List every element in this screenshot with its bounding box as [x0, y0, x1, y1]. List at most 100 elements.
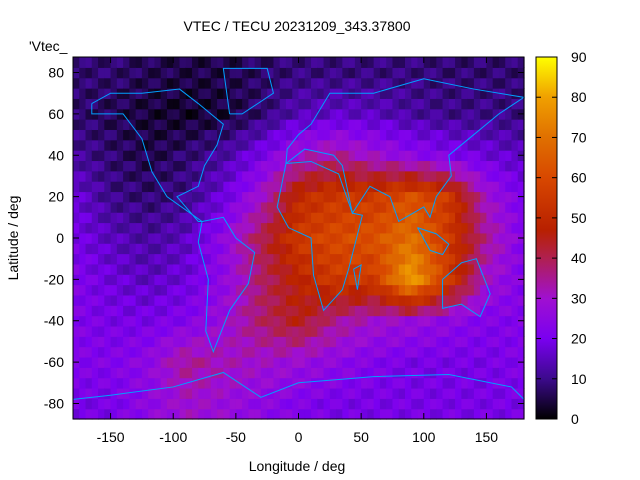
heatmap-cell	[198, 294, 206, 306]
heatmap-cell	[210, 325, 218, 337]
heatmap-cell	[91, 387, 99, 399]
heatmap-cell	[129, 284, 137, 296]
heatmap-cell	[129, 181, 137, 193]
heatmap-cell	[486, 181, 494, 193]
heatmap-cell	[336, 201, 343, 213]
heatmap-cell	[361, 57, 369, 68]
heatmap-cell	[348, 160, 356, 172]
heatmap-cell	[342, 212, 350, 224]
heatmap-cell	[260, 57, 268, 68]
heatmap-cell	[91, 253, 99, 265]
heatmap-cell	[279, 367, 287, 379]
heatmap-cell	[179, 150, 187, 162]
heatmap-cell	[235, 160, 243, 172]
heatmap-cell	[135, 57, 143, 68]
heatmap-cell	[248, 336, 256, 348]
heatmap-cell	[373, 367, 381, 379]
heatmap-cell	[423, 294, 431, 306]
heatmap-cell	[398, 119, 406, 130]
heatmap-cell	[210, 367, 218, 379]
heatmap-cell	[455, 243, 462, 255]
heatmap-cell	[386, 222, 394, 234]
heatmap-cell	[486, 57, 494, 68]
heatmap-cell	[198, 67, 206, 79]
heatmap-cell	[192, 387, 199, 399]
heatmap-cell	[98, 377, 105, 389]
heatmap-cell	[141, 294, 149, 306]
heatmap-cell	[267, 315, 275, 327]
heatmap-cell	[229, 191, 237, 203]
heatmap-cell	[411, 232, 419, 244]
heatmap-cell	[455, 232, 462, 244]
heatmap-cell	[298, 346, 306, 358]
heatmap-cell	[198, 129, 206, 141]
heatmap-cell	[373, 263, 381, 275]
heatmap-cell	[430, 305, 437, 317]
heatmap-cell	[135, 212, 143, 224]
heatmap-cell	[267, 160, 275, 172]
heatmap-cell	[379, 305, 387, 317]
heatmap-cell	[267, 150, 275, 162]
heatmap-cell	[505, 232, 513, 244]
heatmap-cell	[436, 356, 444, 368]
heatmap-cell	[298, 305, 306, 317]
heatmap-cell	[517, 119, 525, 130]
heatmap-cell	[342, 201, 350, 213]
heatmap-cell	[367, 57, 375, 68]
heatmap-cell	[336, 243, 343, 255]
heatmap-cell	[204, 243, 212, 255]
heatmap-cell	[392, 408, 400, 420]
heatmap-cell	[148, 129, 156, 141]
heatmap-cell	[455, 305, 462, 317]
heatmap-cell	[505, 108, 513, 120]
heatmap-cell	[442, 377, 450, 389]
heatmap-cell	[217, 98, 224, 110]
heatmap-cell	[192, 294, 199, 306]
heatmap-cell	[129, 305, 137, 317]
heatmap-cell	[304, 377, 312, 389]
heatmap-cell	[273, 212, 281, 224]
heatmap-cell	[436, 212, 444, 224]
heatmap-cell	[217, 191, 224, 203]
heatmap-cell	[223, 129, 231, 141]
heatmap-cell	[436, 160, 444, 172]
heatmap-cell	[179, 336, 187, 348]
heatmap-cell	[110, 129, 118, 141]
heatmap-cell	[367, 67, 375, 79]
heatmap-cell	[304, 325, 312, 337]
heatmap-cell	[229, 274, 237, 286]
heatmap-cell	[298, 150, 306, 162]
heatmap-cell	[91, 284, 99, 296]
heatmap-cell	[361, 98, 369, 110]
heatmap-cell	[273, 129, 281, 141]
heatmap-cell	[123, 377, 130, 389]
heatmap-cell	[317, 98, 325, 110]
heatmap-cell	[505, 222, 513, 234]
heatmap-cell	[480, 98, 488, 110]
heatmap-cell	[367, 315, 375, 327]
heatmap-cell	[285, 57, 293, 68]
heatmap-cell	[511, 181, 519, 193]
heatmap-cell	[448, 336, 456, 348]
heatmap-cell	[242, 325, 249, 337]
heatmap-cell	[179, 346, 187, 358]
heatmap-cell	[473, 387, 481, 399]
heatmap-cell	[361, 129, 369, 141]
heatmap-cell	[417, 346, 425, 358]
heatmap-cell	[292, 387, 300, 399]
heatmap-cell	[392, 356, 400, 368]
heatmap-cell	[492, 150, 500, 162]
heatmap-cell	[336, 263, 343, 275]
heatmap-cell	[98, 284, 105, 296]
heatmap-cell	[135, 150, 143, 162]
heatmap-cell	[455, 346, 462, 358]
heatmap-cell	[417, 232, 425, 244]
heatmap-cell	[285, 284, 293, 296]
heatmap-cell	[392, 305, 400, 317]
heatmap-cell	[430, 367, 437, 379]
heatmap-cell	[160, 315, 168, 327]
heatmap-cell	[235, 253, 243, 265]
heatmap-cell	[141, 212, 149, 224]
heatmap-cell	[254, 222, 262, 234]
heatmap-cell	[336, 160, 343, 172]
